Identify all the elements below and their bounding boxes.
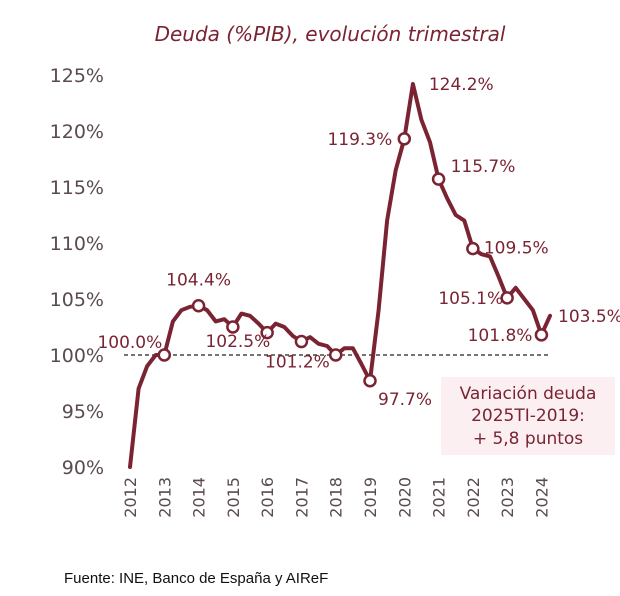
x-tick-label: 2020	[395, 477, 414, 518]
y-tick-label: 100%	[50, 345, 104, 367]
data-point-marker	[260, 325, 274, 340]
data-point-marker	[191, 298, 206, 313]
data-point-marker	[431, 172, 446, 186]
y-tick-label: 115%	[50, 177, 104, 199]
x-tick-label: 2012	[121, 477, 140, 518]
note-line-2: 2025TI-2019:	[471, 406, 585, 426]
data-label: 102.5%	[205, 332, 270, 352]
data-label: 105.1%	[438, 289, 503, 309]
note-line-1: Variación deuda	[460, 384, 597, 404]
data-point-marker	[363, 374, 377, 388]
data-labels: 100.0% 104.4% 102.5%101.2% 97.7% 119.3% 124.2…	[97, 75, 620, 410]
data-point-marker	[328, 348, 343, 362]
data-label: 100.0%	[97, 333, 162, 353]
y-tick-label: 125%	[50, 65, 104, 87]
x-tick-label: 2018	[327, 477, 346, 518]
data-label: 124.2%	[429, 75, 494, 95]
data-label: 101.2%	[265, 353, 330, 373]
x-tick-label: 2013	[155, 477, 174, 518]
y-tick-label: 90%	[62, 457, 104, 479]
x-axis: 2012 2013 2014 2015 2016 2017 2018 2019 2020 2021…	[121, 477, 551, 518]
data-point-marker	[500, 291, 514, 305]
data-label: 97.7%	[378, 390, 432, 410]
data-point-marker	[294, 334, 309, 349]
x-tick-label: 2021	[430, 477, 449, 518]
x-tick-label: 2016	[258, 477, 277, 518]
x-tick-label: 2015	[224, 477, 243, 518]
y-tick-label: 105%	[50, 289, 104, 311]
data-label: 109.5%	[484, 239, 549, 259]
y-axis: 90% 95% 100% 105% 110% 115% 120% 125%	[50, 65, 104, 479]
data-point-marker	[466, 241, 480, 256]
x-tick-label: 2022	[464, 477, 483, 518]
source-text: Fuente: INE, Banco de España y AIReF	[64, 570, 328, 587]
x-tick-label: 2024	[532, 477, 551, 518]
data-point-marker	[534, 328, 549, 342]
note-background	[441, 377, 615, 455]
note-box: Variación deuda 2025TI-2019: + 5,8 punto…	[441, 377, 615, 455]
data-point-marker	[157, 348, 172, 362]
x-tick-label: 2017	[292, 477, 311, 518]
x-tick-label: 2014	[190, 477, 209, 518]
y-tick-label: 110%	[50, 233, 104, 255]
chart-title: Deuda (%PIB), evolución trimestral	[155, 22, 506, 46]
data-label: 104.4%	[166, 271, 231, 291]
y-tick-label: 120%	[50, 121, 104, 143]
y-tick-label: 95%	[62, 401, 104, 423]
data-label: 115.7%	[451, 157, 516, 177]
data-point-marker	[226, 320, 240, 334]
data-point-marker	[397, 132, 412, 146]
data-label: 103.5%	[558, 307, 620, 327]
x-tick-label: 2019	[361, 477, 380, 518]
data-markers	[157, 132, 549, 388]
x-tick-label: 2023	[498, 477, 517, 518]
note-line-3: + 5,8 puntos	[473, 429, 583, 449]
data-label: 119.3%	[327, 130, 392, 150]
data-label: 101.8%	[468, 326, 533, 346]
